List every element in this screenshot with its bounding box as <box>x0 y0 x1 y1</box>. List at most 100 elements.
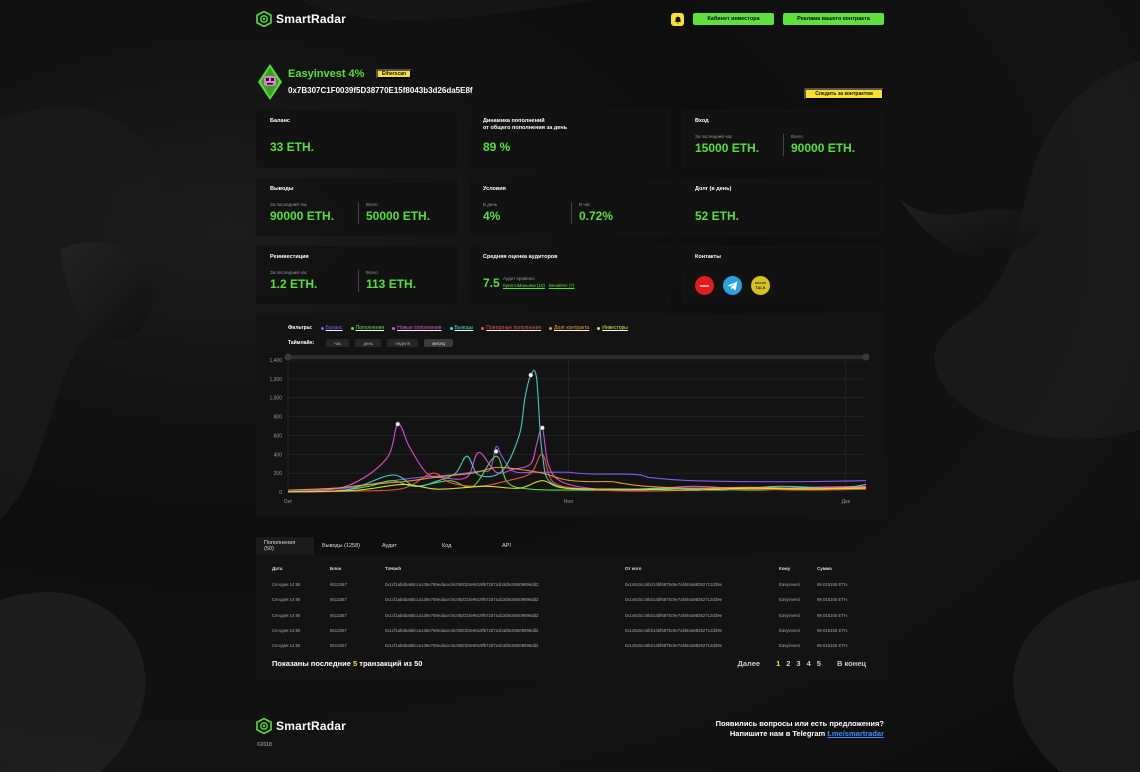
filter-label-text: Долг контракта <box>554 325 590 331</box>
table-cell[interactable]: 0x1cf1ab6ba65cca135e769edacec5c092023e96… <box>385 612 539 618</box>
timeline-list: час день неделя месяц <box>326 339 454 347</box>
y-tick-label: 200 <box>274 471 283 477</box>
table-cell[interactable]: 0x14615cc6b014bf6875c9e7af484a98252712d3… <box>625 627 723 633</box>
table-row[interactable]: Сегодня 14:55 6513367 0x1cf1ab6ba65cca135e… <box>256 613 884 621</box>
debt-title: Долг (в день) <box>695 186 732 192</box>
tab[interactable]: Код <box>442 543 452 549</box>
footer-logo[interactable]: SmartRadar <box>256 718 346 734</box>
y-tick-label: 400 <box>274 452 283 458</box>
timeline-button[interactable]: неделя <box>387 339 419 347</box>
range-slider-handle-right <box>862 353 870 361</box>
filter-item[interactable]: Баланс <box>320 325 343 331</box>
table-cell[interactable]: 0x1cf1ab6ba65cca135e769edacec5c092023e96… <box>385 582 539 587</box>
table-cell[interactable]: 0x14615cc6b014bf6875c9e7af484a98252712d3… <box>625 597 723 603</box>
reinvest-last-hour-label: За последний час <box>270 270 308 275</box>
table-row[interactable]: Сегодня 14:55 6513367 0x1cf1ab6ba65cca135e… <box>256 628 884 636</box>
tab[interactable]: API <box>502 543 511 549</box>
table-header-cell: Сумма <box>817 566 832 571</box>
bitcointalk-line-1: BITCOIN <box>755 281 766 285</box>
dynamics-card: Динамика пополнений от общего пополнения… <box>469 110 671 168</box>
table-row[interactable]: Сегодня 14:55 6513367 0x1cf1ab6ba65cca135e… <box>256 643 884 651</box>
series-line <box>287 369 867 493</box>
y-tick-label: 0 <box>279 490 282 496</box>
bell-icon <box>674 16 681 23</box>
withdrawals-total-value: 50000 ETH. <box>366 209 431 223</box>
header-logo[interactable]: SmartRadar <box>256 11 346 27</box>
input-last-hour-value: 15000 ETH. <box>695 141 760 155</box>
reinvest-title: Реинвестиция <box>270 254 309 260</box>
table-cell[interactable]: 0x1cf1ab6ba65cca135e769edacec5c092023e96… <box>385 597 539 603</box>
tab[interactable]: Пополнения (50) <box>256 537 314 555</box>
range-slider-track <box>288 355 866 359</box>
page-number[interactable]: 3 <box>796 659 801 668</box>
transactions-summary: Показаны последние 5 транзакций из 50 <box>272 659 422 668</box>
pager-next[interactable]: Далее <box>737 659 761 668</box>
pager-end[interactable]: В конец <box>836 659 866 668</box>
page-number[interactable]: 2 <box>786 659 791 668</box>
telegram-icon[interactable] <box>723 276 742 295</box>
conditions-separator <box>571 202 572 224</box>
filter-item[interactable]: Выводы <box>449 325 473 331</box>
data-point-marker <box>395 421 401 427</box>
page-number[interactable]: 4 <box>806 659 811 668</box>
investor-cabinet-button[interactable]: Кабинет инвестора <box>693 13 774 25</box>
data-point-marker <box>493 448 499 454</box>
input-last-hour-label: За последний час <box>695 134 733 139</box>
table-cell: 6513367 <box>330 582 347 587</box>
radar-logo-icon <box>256 11 272 27</box>
y-tick-label: 1,200 <box>269 377 282 383</box>
tab[interactable]: Аудит <box>382 543 397 549</box>
y-tick-label: 1,000 <box>269 396 282 402</box>
table-cell[interactable]: 0x14615cc6b014bf6875c9e7af484a98252712d3… <box>625 582 723 587</box>
filter-item[interactable]: Долг контракта <box>549 325 589 331</box>
table-header-cell: TxHash <box>385 566 402 571</box>
timeline-button[interactable]: день <box>355 339 382 347</box>
auditor-link-1[interactable]: КриптоМаньяки (10) <box>503 283 545 288</box>
table-cell[interactable]: 0x14615cc6b014bf6875c9e7af484a98252712d3… <box>625 643 723 649</box>
table-cell: 6513367 <box>330 627 347 633</box>
table-row[interactable]: Сегодня 14:55 6513367 0x1cf1ab6ba65cca135e… <box>256 597 884 605</box>
dynamics-title-2: от общего пополнения за день <box>483 125 568 131</box>
input-total-label: Всего <box>791 134 803 139</box>
conditions-per-hour-label: В час <box>579 202 591 207</box>
tab[interactable]: Выводы (1258) <box>322 543 361 549</box>
table-cell: 6513367 <box>330 643 347 649</box>
filter-item[interactable]: Пополнения <box>350 325 384 331</box>
table-cell: Easyinvest <box>779 582 800 587</box>
table-row[interactable]: Сегодня 14:55 6513367 0x1cf1ab6ba65cca135e… <box>256 582 884 590</box>
reinvest-card: Реинвестиция За последний час 1.2 ETH. В… <box>256 246 458 304</box>
auditor-link-2[interactable]: BenaliNV (7) <box>548 283 575 288</box>
logo-text: SmartRadar <box>276 12 347 26</box>
table-cell: 99.015155 ETH. <box>817 612 849 618</box>
etherscan-button[interactable]: Etherscan <box>376 69 412 79</box>
filters-label: Фильтры: <box>288 325 313 331</box>
table-cell[interactable]: 0x14615cc6b014bf6875c9e7af484a98252712d3… <box>625 612 723 618</box>
filter-item[interactable]: Повторные пополнения <box>481 325 541 331</box>
follow-contract-button[interactable]: Следить за контрактом <box>804 88 884 100</box>
timeline-button[interactable]: час <box>326 339 350 347</box>
filter-label-text: Баланс <box>325 325 343 331</box>
balance-value: 33 ETH. <box>270 140 315 154</box>
contract-name: Easyinvest 4% <box>288 68 365 80</box>
notifications-button[interactable] <box>671 13 684 26</box>
filter-item[interactable]: Новые пополнения <box>392 325 442 331</box>
footer-telegram-link[interactable]: t.me/smartradar <box>827 729 884 738</box>
contacts-card: Контакты www BITCOIN TALK <box>681 246 883 304</box>
filter-label-text: Новые пополнения <box>397 325 442 331</box>
table-cell[interactable]: 0x1cf1ab6ba65cca135e769edacec5c092023e96… <box>385 643 539 649</box>
filter-dot-icon <box>597 326 601 330</box>
timeline-button[interactable]: месяц <box>424 339 454 347</box>
website-icon[interactable]: www <box>695 276 714 295</box>
conditions-per-day-value: 4% <box>483 209 501 223</box>
bitcointalk-icon[interactable]: BITCOIN TALK <box>751 276 770 295</box>
page-number[interactable]: 5 <box>816 659 821 668</box>
filter-item[interactable]: Инвесторы <box>597 325 628 331</box>
table-cell[interactable]: 0x1cf1ab6ba65cca135e769edacec5c092023e96… <box>385 627 539 633</box>
advertise-button[interactable]: Реклама вашего контракта <box>783 13 884 25</box>
withdrawals-title: Выводы <box>270 186 294 192</box>
page-number[interactable]: 1 <box>776 659 781 668</box>
x-tick-label: Ноя <box>564 499 573 505</box>
table-cell: Easyinvest <box>779 627 800 633</box>
